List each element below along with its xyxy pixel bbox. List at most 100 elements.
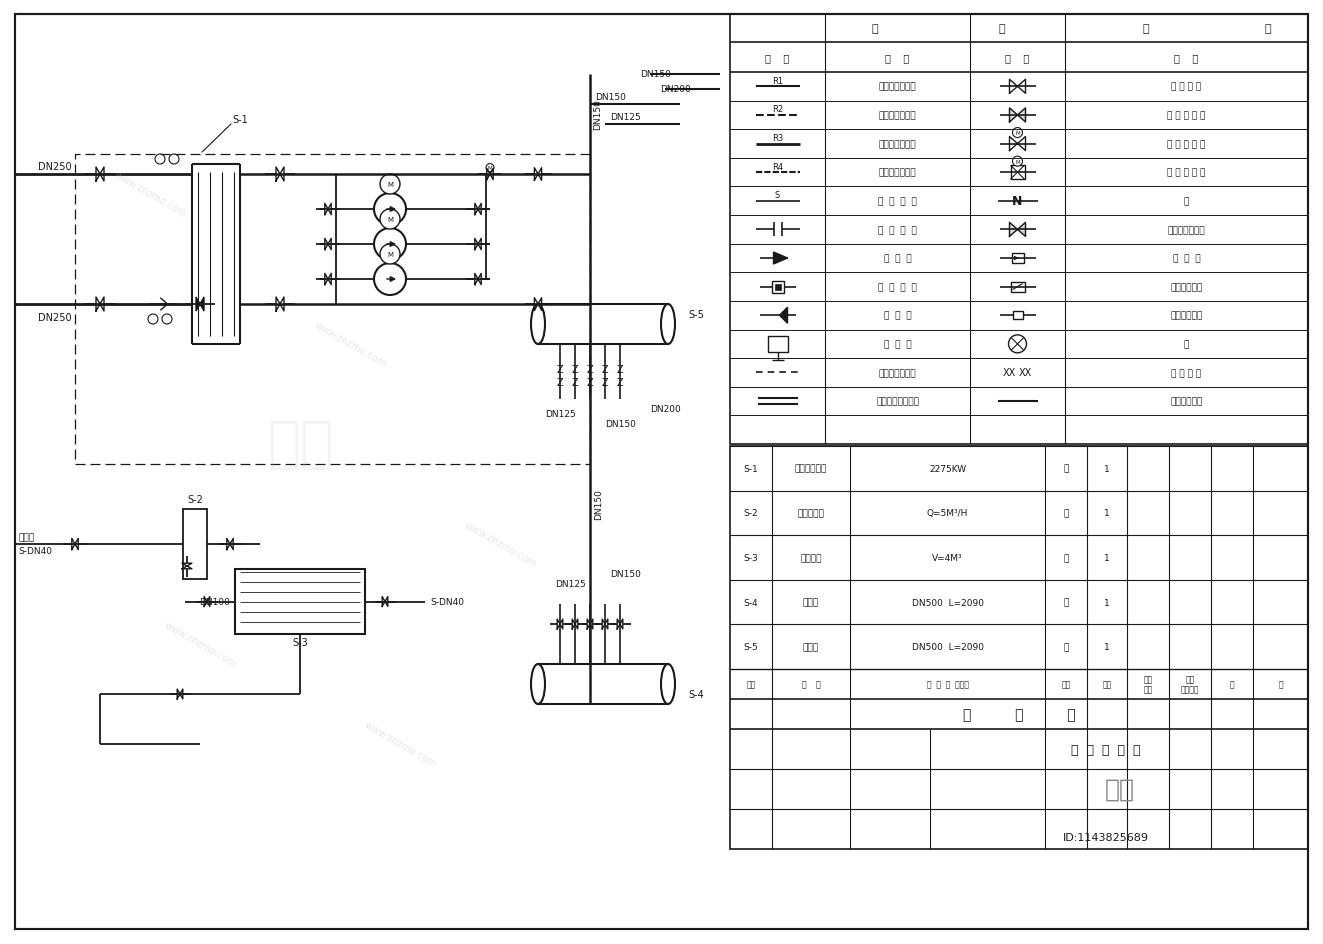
Text: 图    例: 图 例 [1005,53,1029,63]
Text: M: M [1015,131,1020,136]
Text: DN500  L=2090: DN500 L=2090 [912,643,983,651]
Text: 例: 例 [999,24,1005,34]
Text: www.znzmo.com: www.znzmo.com [112,170,188,219]
Text: M: M [388,182,393,188]
Text: Z: Z [586,364,593,375]
Polygon shape [196,297,204,312]
Text: Z: Z [602,364,609,375]
Circle shape [380,175,400,194]
Bar [771,281,783,294]
Text: M: M [488,166,492,171]
Text: Z: Z [557,378,564,388]
Text: 安  全  阀: 安 全 阀 [884,312,912,320]
Text: 流量测量孔板: 流量测量孔板 [1171,312,1203,320]
Text: Z: Z [617,378,623,388]
Text: DN100: DN100 [200,598,230,606]
Text: 数量: 数量 [1102,680,1111,689]
Text: 台: 台 [1064,553,1069,563]
Text: 罐: 罐 [1184,340,1189,349]
Text: 2275KW: 2275KW [929,464,966,473]
Text: 一级管网回水管: 一级管网回水管 [878,111,917,120]
Text: S-2: S-2 [744,509,758,518]
Text: 设备管道阀门编号: 设备管道阀门编号 [876,397,919,406]
Text: 软  化  水  管: 软 化 水 管 [878,197,917,206]
Text: 大  小  头: 大 小 头 [884,254,912,263]
Text: www.znzmo.com: www.znzmo.com [462,520,537,569]
Text: DN125: DN125 [610,113,640,123]
Text: 板式换热机组: 板式换热机组 [795,464,827,473]
Text: XX: XX [1019,368,1032,378]
Text: Z: Z [557,364,564,375]
Text: R4: R4 [771,162,783,172]
Polygon shape [1009,109,1025,123]
Text: 设          备          表: 设 备 表 [963,707,1076,721]
Bar [183,510,206,580]
Circle shape [148,314,157,325]
Text: www.znzmo.com: www.znzmo.com [363,719,438,768]
Circle shape [374,228,406,261]
Text: 手 动 截 止 阀: 手 动 截 止 阀 [1167,111,1205,120]
Text: 差 计 量 阀: 差 计 量 阀 [1171,368,1201,378]
Text: 套: 套 [1064,464,1069,473]
Text: 知末: 知末 [267,417,333,471]
Text: M: M [388,252,393,258]
Text: 快速排气旁通阀: 快速排气旁通阀 [1168,226,1205,235]
Text: 台: 台 [1064,598,1069,607]
Text: S-1: S-1 [232,115,247,125]
Text: 闸  管  锁  板: 闸 管 锁 板 [878,283,917,292]
Text: 二级管网回水管: 二级管网回水管 [878,168,917,177]
Text: 手 动 闸 阀: 手 动 闸 阀 [1171,83,1201,92]
Text: M: M [1015,160,1020,164]
Text: S-DN40: S-DN40 [430,598,464,606]
Text: 单  流  阀: 单 流 阀 [1172,254,1200,263]
Text: S-5: S-5 [744,643,758,651]
Polygon shape [774,253,787,264]
Text: 注: 注 [1278,680,1283,689]
Text: DN150: DN150 [594,489,603,520]
Circle shape [380,244,400,264]
Text: 台: 台 [1064,643,1069,651]
Text: DN150: DN150 [595,93,626,102]
Text: DN200: DN200 [660,85,691,94]
Text: S-4: S-4 [744,598,758,607]
Text: 知末: 知末 [1105,777,1135,801]
Bar [1011,166,1024,180]
Text: XX: XX [1003,368,1016,378]
Text: www.znzmo.com: www.znzmo.com [312,320,388,369]
Text: S-2: S-2 [187,495,202,504]
Circle shape [1012,157,1023,167]
Text: S-4: S-4 [688,689,704,700]
Text: 阀: 阀 [1184,197,1189,206]
Text: DN150: DN150 [605,420,636,429]
Circle shape [374,263,406,295]
Text: 原有设备及管道: 原有设备及管道 [878,368,917,378]
Text: 图    例: 图 例 [766,53,790,63]
Text: 附: 附 [1229,680,1234,689]
Bar [774,284,781,291]
Text: 个量
重量: 个量 重量 [1143,675,1152,694]
Text: DN125: DN125 [556,580,586,589]
Text: 名    称: 名 称 [885,53,910,63]
Text: DN150: DN150 [593,99,602,130]
Text: Z: Z [586,378,593,388]
Text: DN200: DN200 [650,405,681,414]
Text: 平  衡  孔  板: 平 衡 孔 板 [878,226,917,235]
Circle shape [380,210,400,229]
Text: 1: 1 [1105,598,1110,607]
Text: Q=5M³/H: Q=5M³/H [927,509,968,518]
Bar [730,15,1308,445]
Bar [1012,254,1024,263]
Text: V=4M³: V=4M³ [933,553,963,563]
Circle shape [169,155,179,165]
Ellipse shape [531,665,545,704]
Text: 1: 1 [1105,553,1110,563]
Text: N: N [1012,195,1023,208]
Circle shape [155,155,165,165]
Circle shape [161,314,172,325]
Text: 名    称: 名 称 [802,680,820,689]
Text: 集水器: 集水器 [803,643,819,651]
Text: 序号: 序号 [746,680,755,689]
Circle shape [486,164,493,173]
Text: DN500  L=2090: DN500 L=2090 [912,598,983,607]
Text: 补偿水箱: 补偿水箱 [800,553,822,563]
